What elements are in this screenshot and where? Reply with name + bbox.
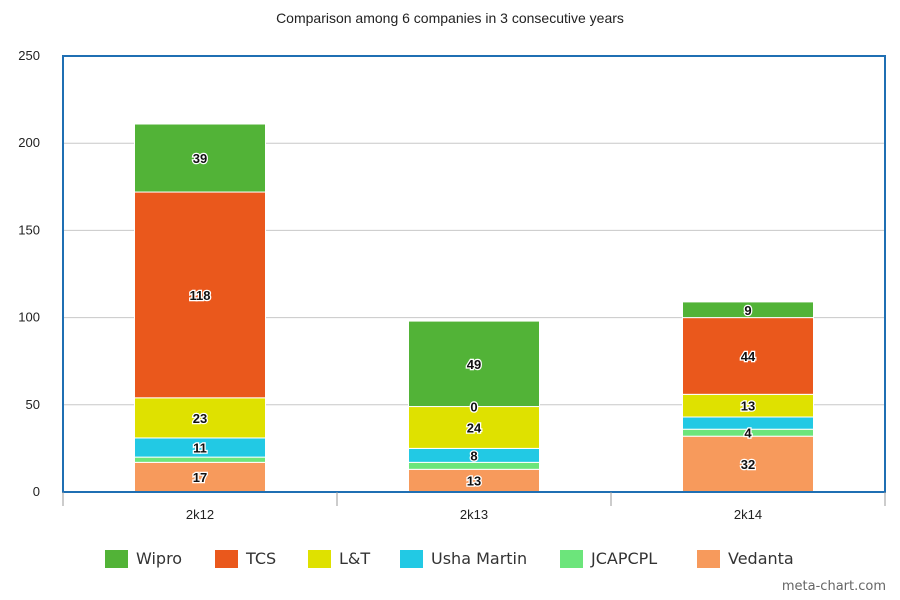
legend-item: Vedanta bbox=[697, 549, 794, 568]
y-tick-label: 0 bbox=[33, 484, 40, 499]
bars bbox=[134, 123, 814, 493]
legend-swatch bbox=[560, 549, 583, 568]
y-tick-label: 50 bbox=[26, 397, 40, 412]
y-tick-label: 150 bbox=[18, 222, 40, 237]
x-tick-label: 2k13 bbox=[460, 507, 488, 522]
bar-segment bbox=[682, 301, 814, 319]
legend-item: JCAPCPL bbox=[560, 549, 657, 568]
y-tick-label: 100 bbox=[18, 310, 40, 325]
bar-segment bbox=[682, 317, 814, 395]
legend-label: Wipro bbox=[136, 549, 183, 568]
data-label: 8 bbox=[470, 448, 477, 463]
x-tick-label: 2k12 bbox=[186, 507, 214, 522]
data-label: 13 bbox=[467, 474, 481, 489]
y-tick-label: 200 bbox=[18, 135, 40, 150]
data-label: 118 bbox=[190, 288, 211, 303]
legend-label: JCAPCPL bbox=[591, 549, 658, 568]
bar-segment bbox=[408, 461, 540, 470]
legend-swatch bbox=[697, 549, 720, 568]
bar-segment bbox=[134, 123, 266, 193]
legend-item: Usha Martin bbox=[400, 549, 527, 568]
legend-swatch bbox=[105, 549, 128, 568]
legend-item: TCS bbox=[215, 549, 276, 568]
bar-segment bbox=[134, 461, 266, 493]
legend-item: Wipro bbox=[105, 549, 182, 568]
legend-label: Vedanta bbox=[728, 549, 794, 568]
legend-swatch bbox=[215, 549, 238, 568]
legend-swatch bbox=[308, 549, 331, 568]
data-label: 11 bbox=[193, 441, 207, 456]
legend: Wipro TCS L&T Usha Martin JCAPCPL Vedanta bbox=[0, 549, 900, 573]
data-label: 49 bbox=[467, 357, 481, 372]
bar-segment bbox=[408, 320, 540, 408]
data-labels: 17 11 23 118 39 13 8 24 0 49 32 4 13 44 9 bbox=[188, 150, 757, 490]
legend-item: L&T bbox=[308, 549, 370, 568]
data-label: 17 bbox=[193, 470, 207, 485]
data-label: 13 bbox=[741, 399, 755, 414]
chart-title: Comparison among 6 companies in 3 consec… bbox=[276, 10, 624, 26]
legend-swatch bbox=[400, 549, 423, 568]
data-label: 24 bbox=[467, 420, 482, 435]
x-tick-label: 2k14 bbox=[734, 507, 762, 522]
data-label: 44 bbox=[741, 349, 756, 364]
data-label: 0 bbox=[470, 400, 477, 415]
bar-segment bbox=[134, 191, 266, 399]
data-label: 39 bbox=[193, 151, 207, 166]
data-label: 4 bbox=[744, 426, 752, 441]
watermark: meta-chart.com bbox=[781, 579, 886, 594]
axes: 0 50 100 150 200 250 2k12 2k13 2k14 bbox=[18, 48, 886, 522]
data-label: 9 bbox=[744, 303, 751, 318]
legend-label: TCS bbox=[246, 549, 277, 568]
legend-label: Usha Martin bbox=[431, 549, 528, 568]
data-label: 32 bbox=[741, 457, 755, 472]
bar-segment bbox=[134, 397, 266, 439]
y-tick-label: 250 bbox=[18, 48, 40, 63]
bar-segment bbox=[134, 456, 266, 463]
plot-frame bbox=[62, 55, 886, 493]
legend-label: L&T bbox=[339, 549, 371, 568]
data-label: 23 bbox=[193, 411, 207, 426]
